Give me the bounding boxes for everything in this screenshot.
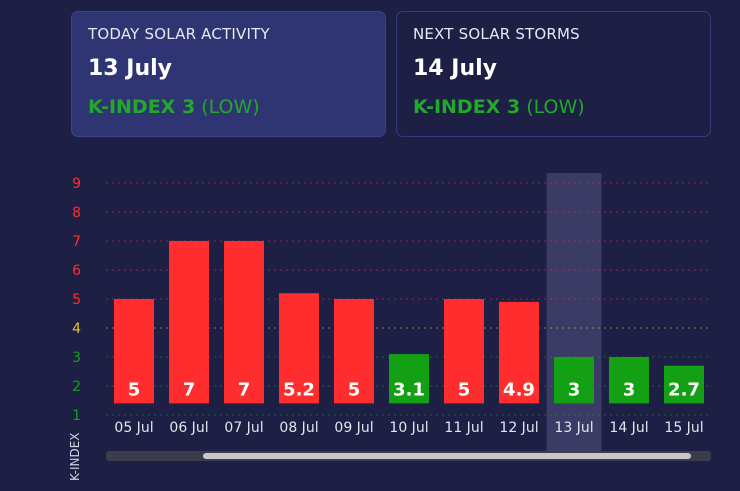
y-tick-label: 6 bbox=[72, 263, 81, 279]
bar bbox=[389, 354, 429, 404]
today-solar-activity-card: TODAY SOLAR ACTIVITY 13 July K-INDEX 3 (… bbox=[71, 11, 386, 137]
x-tick-label: 08 Jul bbox=[279, 420, 318, 436]
kindex-value: K-INDEX 3 bbox=[88, 96, 196, 118]
x-tick-label: 10 Jul bbox=[389, 420, 428, 436]
next-solar-storms-card: NEXT SOLAR STORMS 14 July K-INDEX 3 (LOW… bbox=[396, 11, 711, 137]
kindex-level: (LOW) bbox=[201, 96, 260, 118]
card-title: NEXT SOLAR STORMS bbox=[413, 25, 580, 43]
bar bbox=[499, 301, 539, 404]
kindex-status: K-INDEX 3 (LOW) bbox=[413, 96, 694, 118]
bar bbox=[444, 299, 484, 404]
bar-value-label: 5.2 bbox=[283, 379, 315, 400]
bar-value-label: 5 bbox=[458, 379, 471, 400]
x-tick-label: 14 Jul bbox=[609, 420, 648, 436]
y-axis-title: K-INDEX bbox=[68, 432, 82, 482]
bar-value-label: 3 bbox=[623, 379, 636, 400]
y-tick-label: 9 bbox=[72, 176, 81, 192]
bar-value-label: 7 bbox=[238, 379, 251, 400]
x-tick-label: 12 Jul bbox=[499, 420, 538, 436]
kindex-value: K-INDEX 3 bbox=[413, 96, 521, 118]
y-tick-label: 8 bbox=[72, 205, 81, 221]
chart-scrollbar[interactable] bbox=[106, 451, 711, 461]
x-tick-label: 07 Jul bbox=[224, 420, 263, 436]
card-title: TODAY SOLAR ACTIVITY bbox=[88, 25, 270, 43]
y-tick-label: 3 bbox=[72, 350, 81, 366]
bar bbox=[224, 241, 264, 404]
x-tick-label: 11 Jul bbox=[444, 420, 483, 436]
card-date: 13 July bbox=[88, 56, 173, 81]
bar-value-label: 3.1 bbox=[393, 379, 425, 400]
y-tick-label: 7 bbox=[72, 234, 81, 250]
bar bbox=[114, 299, 154, 404]
bar-value-label: 5 bbox=[128, 379, 141, 400]
card-date: 14 July bbox=[413, 56, 498, 81]
y-tick-label: 5 bbox=[72, 292, 81, 308]
x-tick-label: 15 Jul bbox=[664, 420, 703, 436]
x-tick-label: 06 Jul bbox=[169, 420, 208, 436]
bar bbox=[554, 357, 594, 404]
y-tick-label: 4 bbox=[72, 321, 81, 337]
scrollbar-thumb[interactable] bbox=[202, 453, 691, 459]
bar bbox=[334, 299, 374, 404]
y-tick-label: 2 bbox=[72, 379, 81, 395]
bar-value-label: 4.9 bbox=[503, 379, 535, 400]
bar bbox=[169, 241, 209, 404]
x-tick-label: 09 Jul bbox=[334, 420, 373, 436]
x-tick-label: 05 Jul bbox=[114, 420, 153, 436]
y-tick-label: 1 bbox=[72, 408, 81, 424]
x-tick-label: 13 Jul bbox=[554, 420, 593, 436]
bar bbox=[664, 365, 704, 404]
highlight-band bbox=[546, 173, 602, 451]
bar-value-label: 7 bbox=[183, 379, 196, 400]
bar-value-label: 2.7 bbox=[668, 379, 700, 400]
bar-value-label: 3 bbox=[568, 379, 581, 400]
kindex-status: K-INDEX 3 (LOW) bbox=[88, 96, 369, 118]
bar bbox=[609, 357, 649, 404]
kindex-level: (LOW) bbox=[526, 96, 585, 118]
bar bbox=[279, 293, 319, 404]
bar-value-label: 5 bbox=[348, 379, 361, 400]
